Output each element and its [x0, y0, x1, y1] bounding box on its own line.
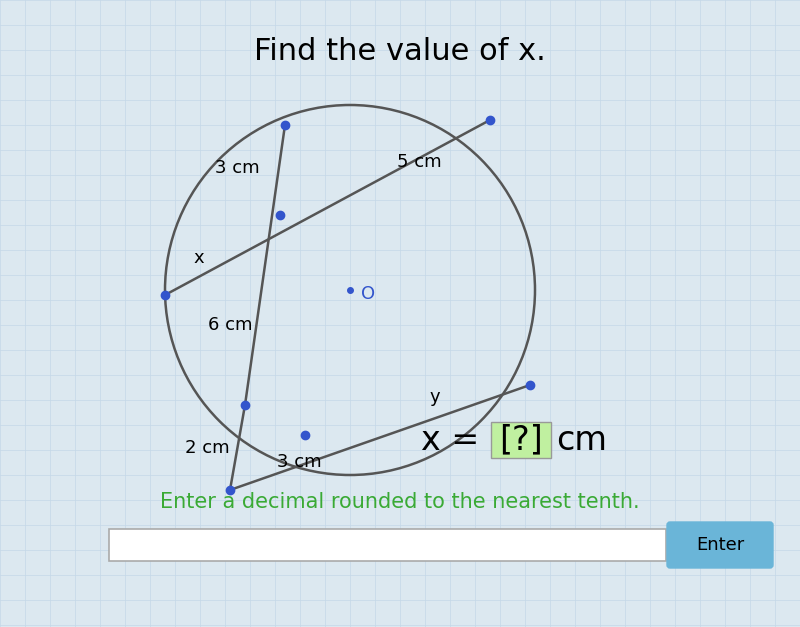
Text: [?]: [?]	[499, 423, 543, 456]
Text: Enter a decimal rounded to the nearest tenth.: Enter a decimal rounded to the nearest t…	[160, 492, 640, 512]
FancyBboxPatch shape	[491, 422, 551, 458]
Text: 2 cm: 2 cm	[186, 439, 230, 457]
Text: 6 cm: 6 cm	[207, 316, 252, 334]
Text: Enter: Enter	[696, 536, 744, 554]
Text: 3 cm: 3 cm	[277, 453, 322, 471]
Text: 3 cm: 3 cm	[215, 159, 260, 177]
Text: x: x	[194, 249, 204, 267]
Text: cm: cm	[556, 423, 607, 456]
FancyBboxPatch shape	[667, 522, 773, 568]
Text: O: O	[361, 285, 375, 303]
Text: 5 cm: 5 cm	[397, 153, 442, 171]
Text: x =: x =	[421, 423, 490, 456]
Text: Find the value of x.: Find the value of x.	[254, 38, 546, 66]
FancyBboxPatch shape	[109, 529, 666, 561]
Text: y: y	[430, 388, 441, 406]
